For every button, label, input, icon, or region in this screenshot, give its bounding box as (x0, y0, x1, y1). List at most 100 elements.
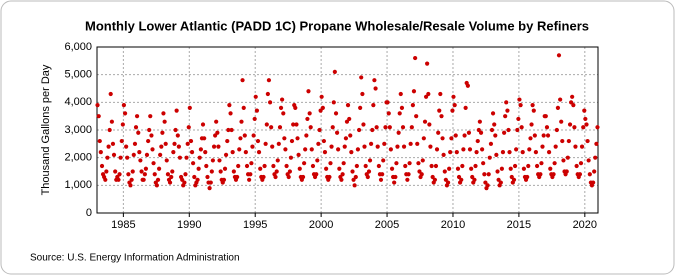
data-point (106, 144, 111, 149)
data-point (367, 158, 373, 163)
data-point (533, 150, 539, 155)
data-point (558, 97, 563, 102)
data-point (172, 141, 177, 146)
data-point (251, 133, 256, 138)
data-point (489, 127, 495, 133)
data-point (380, 172, 385, 177)
data-point (99, 163, 105, 169)
data-point (307, 111, 312, 116)
data-point (595, 125, 600, 130)
data-point (254, 108, 260, 113)
y-tick-label: 3,000 (64, 124, 92, 136)
data-point (103, 177, 108, 182)
data-point (294, 122, 299, 127)
data-point (421, 136, 426, 141)
data-point (184, 155, 189, 160)
data-point (146, 138, 151, 144)
data-point (469, 166, 474, 171)
plot-border (96, 46, 599, 214)
data-point (477, 119, 482, 124)
data-point (392, 180, 397, 185)
data-point (389, 166, 395, 171)
data-point (447, 166, 452, 171)
data-point (560, 138, 565, 144)
data-point (480, 147, 485, 152)
data-point (494, 152, 499, 157)
data-point (527, 147, 532, 152)
data-point (441, 152, 446, 157)
data-point (160, 130, 165, 135)
data-point (120, 122, 125, 127)
data-point (264, 122, 269, 127)
data-point (376, 163, 381, 169)
data-point (395, 144, 400, 149)
x-tick-label: 2020 (573, 219, 597, 231)
data-point (110, 141, 116, 146)
data-point (525, 174, 530, 180)
data-point (397, 111, 402, 116)
data-point (165, 172, 171, 177)
data-point (330, 125, 335, 130)
data-point (230, 150, 235, 155)
data-point (270, 144, 275, 149)
data-point (450, 108, 455, 113)
data-point (137, 150, 142, 155)
data-point (310, 163, 316, 169)
data-point (262, 163, 267, 169)
data-point (241, 105, 246, 110)
data-point (236, 163, 241, 169)
data-point (488, 141, 494, 146)
data-point (314, 172, 319, 177)
data-point (189, 150, 195, 155)
data-point (345, 103, 351, 108)
data-point (422, 119, 428, 124)
data-point (579, 144, 585, 149)
data-point (403, 163, 408, 169)
data-point (226, 127, 231, 133)
data-point (342, 144, 347, 149)
data-point (331, 100, 336, 105)
data-point (362, 144, 367, 149)
data-point (317, 127, 322, 133)
data-point (490, 111, 496, 116)
data-point (210, 158, 215, 163)
data-point (451, 94, 456, 99)
data-point (222, 166, 228, 171)
data-point (327, 174, 332, 180)
data-point (333, 111, 339, 116)
data-point (118, 155, 123, 160)
data-point (263, 141, 268, 146)
data-point (394, 161, 399, 166)
data-point (459, 177, 464, 182)
data-point (216, 144, 221, 149)
data-point (132, 141, 138, 146)
data-point (223, 152, 229, 157)
data-point (592, 169, 597, 174)
data-point (543, 114, 548, 119)
data-point (455, 166, 461, 171)
y-tick-label: 5,000 (64, 69, 92, 81)
data-point (288, 155, 294, 160)
data-point (521, 166, 527, 171)
data-point (559, 119, 564, 124)
data-point (515, 127, 520, 133)
data-point (434, 147, 440, 152)
data-point (238, 136, 243, 141)
x-tick-label: 2015 (507, 219, 531, 231)
data-point (302, 161, 307, 166)
data-point (202, 136, 207, 141)
data-point (280, 97, 285, 102)
data-point (433, 163, 439, 169)
data-point (141, 177, 146, 182)
data-point (539, 161, 544, 166)
data-point (273, 174, 278, 180)
data-point (337, 166, 342, 171)
data-point (185, 141, 190, 146)
data-point (111, 152, 117, 157)
y-tick-label: 1,000 (64, 179, 92, 191)
data-point (130, 169, 135, 174)
data-point (585, 138, 590, 144)
data-point (519, 125, 524, 130)
data-point (183, 172, 188, 177)
data-point (204, 163, 209, 169)
